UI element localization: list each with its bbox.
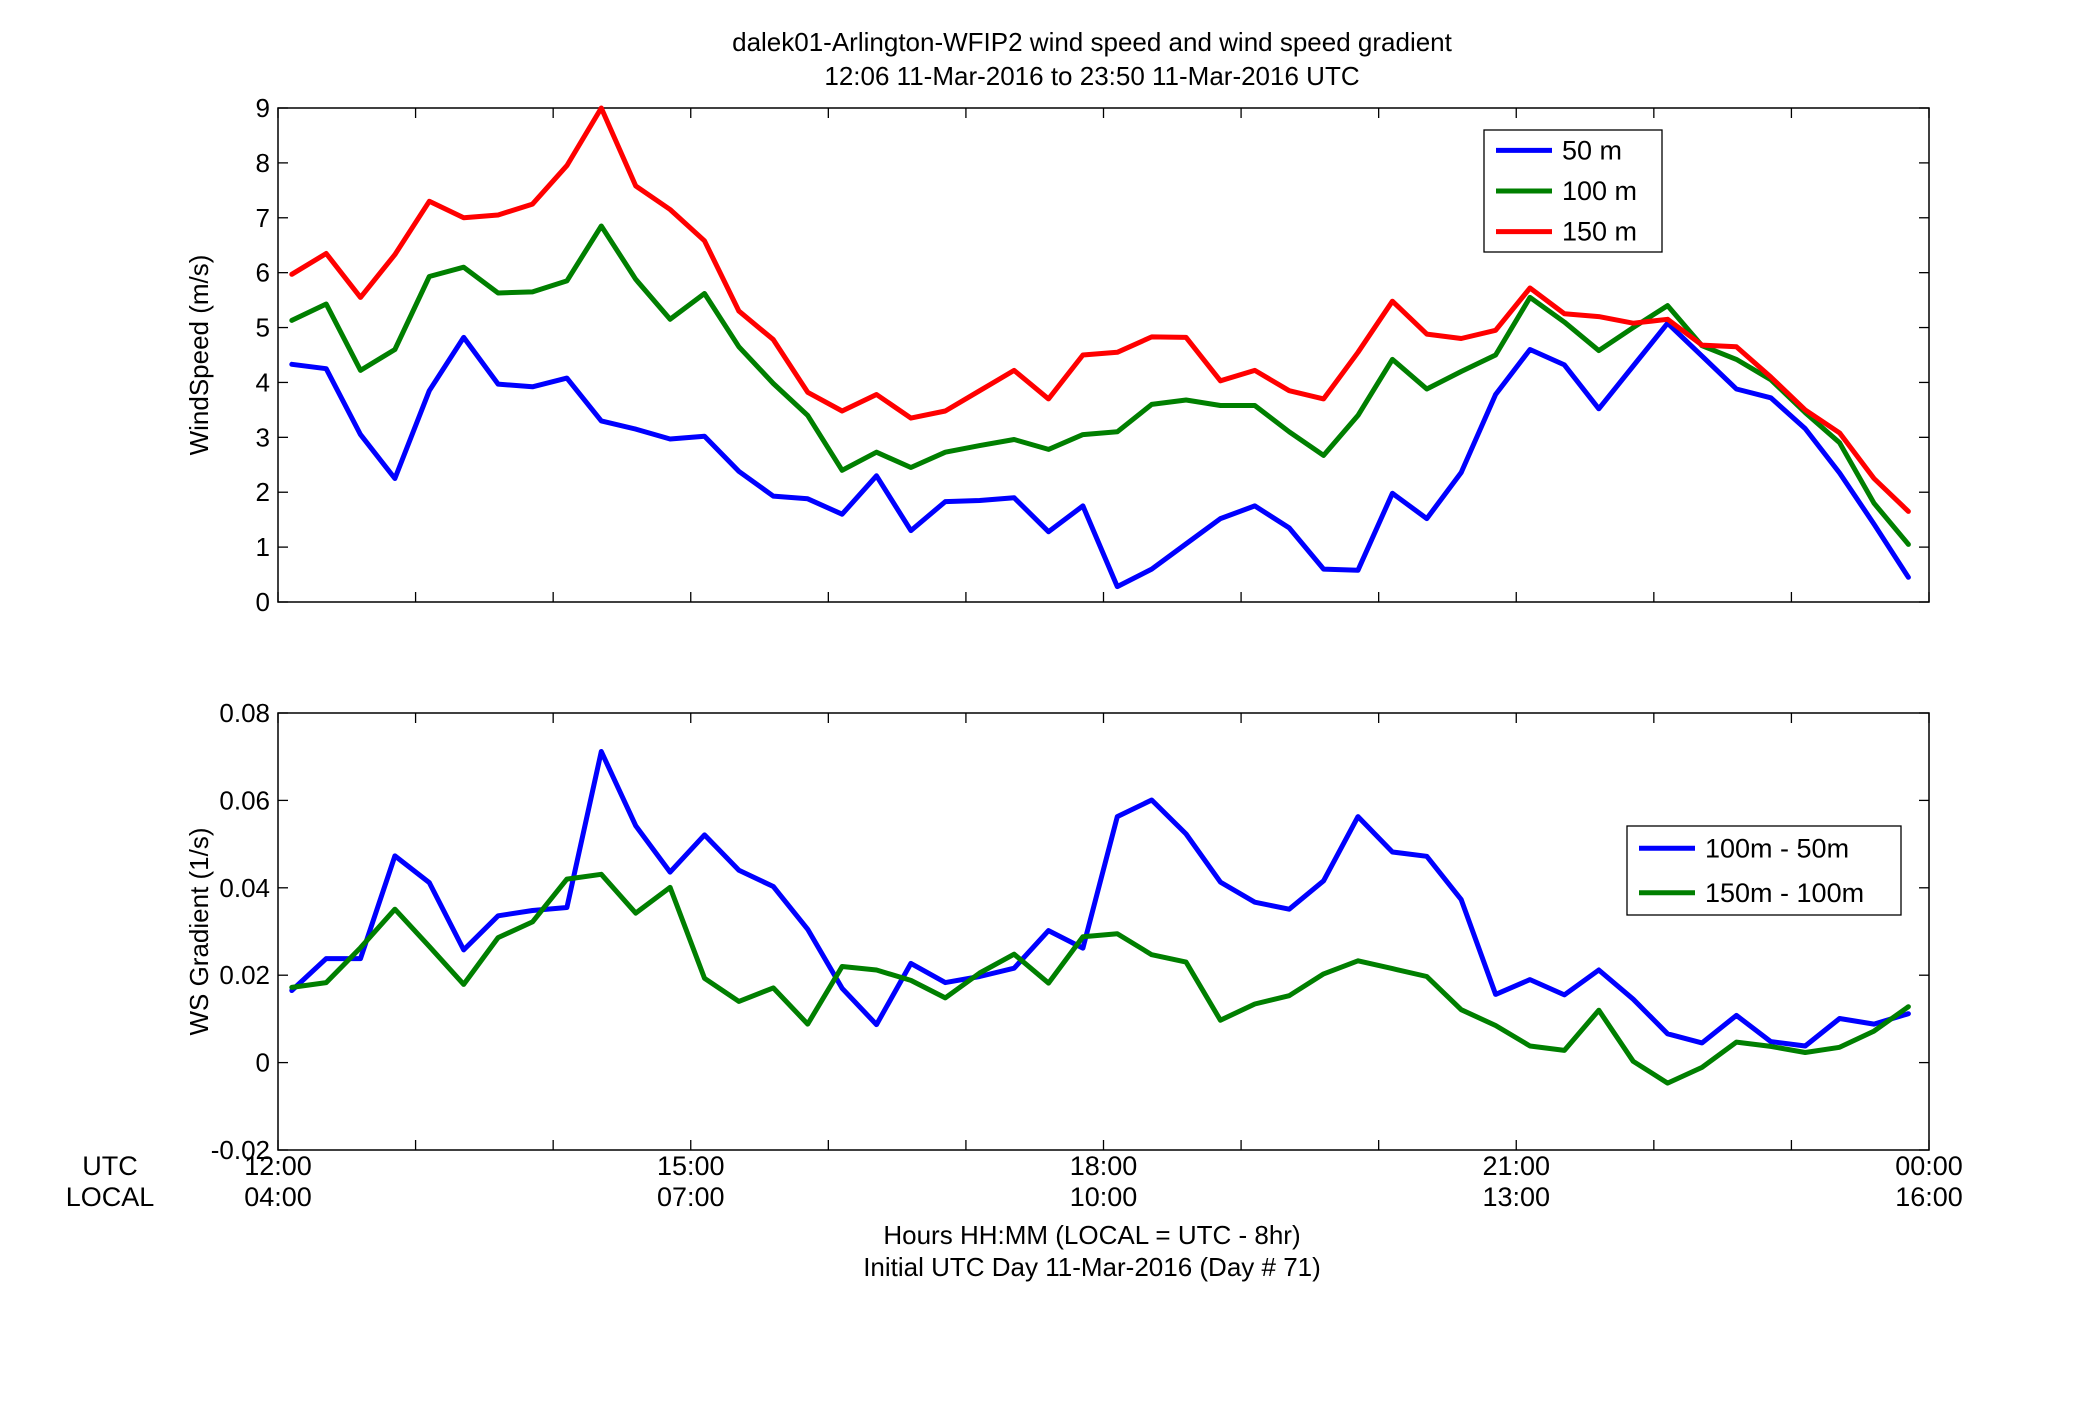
x-axis-label-line1: Hours HH:MM (LOCAL = UTC - 8hr) xyxy=(883,1220,1300,1250)
local-tick-label: 16:00 xyxy=(1895,1182,1963,1212)
legend-entry: 150 m xyxy=(1562,217,1637,247)
wind-speed-panel: 0 1 2 3 4 5 6 7 8 9 WindSpeed (m/s) 50 m 100 m 150 m xyxy=(184,93,1930,617)
utc-tick-label: 00:00 xyxy=(1895,1151,1963,1181)
local-row-label: LOCAL xyxy=(66,1182,155,1212)
y-tick-label: -0.02 xyxy=(211,1135,270,1165)
utc-row-label: UTC xyxy=(82,1151,138,1181)
x-axis-label-line2: Initial UTC Day 11-Mar-2016 (Day # 71) xyxy=(863,1252,1321,1282)
wind-speed-gradient-panel: -0.02 0 0.02 0.04 0.06 0.08 WS Gradient (1/s) 1… xyxy=(184,698,1930,1165)
y-tick-label: 6 xyxy=(256,258,270,288)
y-tick-label: 8 xyxy=(256,148,270,178)
plot-area xyxy=(277,712,1930,1151)
y-tick-label: 3 xyxy=(256,422,270,452)
y-tick-label: 0.06 xyxy=(219,785,270,815)
legend-entry: 50 m xyxy=(1562,135,1622,165)
local-tick-label: 07:00 xyxy=(657,1182,725,1212)
y-tick-label: 0 xyxy=(256,1048,270,1078)
local-tick-label: 10:00 xyxy=(1070,1182,1138,1212)
local-tick-label: 04:00 xyxy=(244,1182,312,1212)
y-tick-label: 4 xyxy=(256,367,270,397)
y-tick-label: 0.04 xyxy=(219,873,270,903)
y-tick-label: 7 xyxy=(256,203,270,233)
y-axis-label: WindSpeed (m/s) xyxy=(184,255,214,456)
utc-tick-label: 15:00 xyxy=(657,1151,725,1181)
legend xyxy=(1626,825,1902,916)
legend-entry: 150m - 100m xyxy=(1705,878,1864,908)
y-tick-label: 9 xyxy=(256,93,270,123)
y-axis-label: WS Gradient (1/s) xyxy=(184,827,214,1035)
y-tick-label: 5 xyxy=(256,313,270,343)
utc-tick-label: 21:00 xyxy=(1482,1151,1550,1181)
y-tick-label: 0.02 xyxy=(219,960,270,990)
legend-entry: 100m - 50m xyxy=(1705,833,1849,863)
series-line xyxy=(289,749,1911,1049)
figure-title-line1: dalek01-Arlington-WFIP2 wind speed and w… xyxy=(732,27,1453,57)
local-tick-label: 13:00 xyxy=(1482,1182,1550,1212)
series-line xyxy=(289,871,1911,1086)
y-tick-label: 0 xyxy=(256,587,270,617)
series-line xyxy=(289,320,1911,590)
y-tick-label: 2 xyxy=(256,477,270,507)
utc-tick-label: 18:00 xyxy=(1070,1151,1138,1181)
y-tick-label: 0.08 xyxy=(219,698,270,728)
series-line xyxy=(289,105,1911,514)
legend-entry: 100 m xyxy=(1562,176,1637,206)
utc-tick-label: 12:00 xyxy=(244,1151,312,1181)
y-tick-label: 1 xyxy=(256,532,270,562)
figure-title-line2: 12:06 11-Mar-2016 to 23:50 11-Mar-2016 U… xyxy=(824,61,1359,91)
